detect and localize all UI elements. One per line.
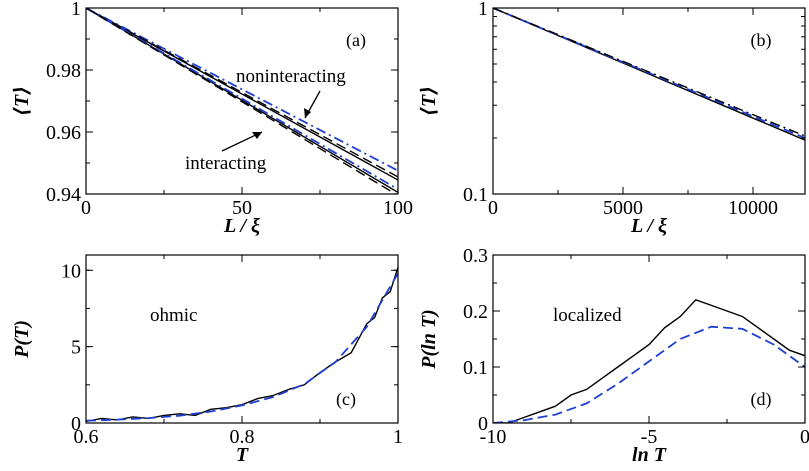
y-tick-label: 1 (478, 0, 488, 20)
x-tick-label: 0.6 (74, 426, 99, 448)
y-tick-label: 0.3 (463, 245, 488, 267)
panel-tag: (d) (751, 389, 772, 410)
y-axis-label: P(ln T) (418, 309, 440, 369)
y-tick-label: 1 (71, 0, 81, 20)
x-axis-label: L / ξ (223, 215, 260, 237)
x-tick-label: 0 (800, 426, 809, 448)
panel-d: -10 -5 0 0 0.1 0.2 0.3 ln T P(ln T) (d) localized (418, 245, 809, 466)
x-tick-label: 5000 (603, 197, 643, 219)
annotation-ohmic: ohmic (150, 305, 198, 326)
y-axis-label: ⟨T⟩ (11, 86, 33, 117)
x-axis-label: T (236, 444, 249, 466)
y-tick-label: 0.94 (46, 184, 81, 206)
x-axis-label: L / ξ (630, 215, 667, 237)
x-tick-label: -5 (641, 426, 658, 448)
y-tick-label: 0.96 (46, 122, 81, 144)
annotation-localized: localized (553, 305, 622, 326)
x-tick-label: 50 (232, 197, 252, 219)
series-line-noninteracting-1 (86, 8, 398, 172)
y-tick-label: 0.98 (46, 60, 81, 82)
y-tick-label: 0 (71, 413, 81, 435)
series-line-2-2 (493, 8, 805, 137)
arrowhead-noninteracting (304, 108, 311, 118)
panel-tag: (a) (346, 30, 366, 51)
y-tick-label: 5 (71, 337, 81, 359)
x-tick-label: -10 (480, 426, 507, 448)
y-tick-label: 0.1 (463, 184, 488, 206)
x-tick-label: 100 (383, 197, 413, 219)
series-line-fit-1 (493, 325, 805, 423)
series-line-1-1 (493, 8, 805, 139)
y-tick-label: 0 (478, 413, 488, 435)
series-line-interacting-4 (86, 8, 398, 191)
y-axis-label: ⟨T⟩ (418, 86, 440, 117)
series-line-histogram-0 (86, 266, 398, 423)
x-tick-label: 0.8 (230, 426, 255, 448)
series-line-0-0 (493, 8, 805, 141)
y-tick-label: 0.2 (463, 301, 488, 323)
panel-tag: (b) (751, 30, 772, 51)
x-tick-label: 0 (488, 197, 498, 219)
plot-frame (492, 7, 806, 195)
y-tick-label: 0.1 (463, 357, 488, 379)
annotation-interacting: interacting (185, 153, 267, 174)
x-axis-label: ln T (632, 444, 667, 466)
series-line-fit-1 (86, 272, 398, 422)
panel-tag: (c) (336, 389, 356, 410)
arrowhead-interacting (252, 132, 262, 139)
x-tick-label: 1 (393, 426, 403, 448)
y-tick-label: 10 (61, 260, 81, 282)
series-line-noninteracting-0 (86, 8, 398, 181)
panel-a: 0 50 100 0.94 0.96 0.98 1 L / ξ ⟨T⟩ (a)noninterac… (11, 0, 413, 237)
series-line-histogram-0 (493, 298, 805, 423)
series-line-interacting-5 (86, 8, 397, 194)
x-tick-label: 0 (81, 197, 91, 219)
annotation-noninteracting: noninteracting (236, 66, 346, 87)
x-tick-label: 10000 (728, 197, 778, 219)
y-axis-label: P(T) (11, 320, 33, 359)
panel-b: 0 5000 10000 0.1 1 L / ξ ⟨T⟩ (b) (418, 0, 806, 237)
